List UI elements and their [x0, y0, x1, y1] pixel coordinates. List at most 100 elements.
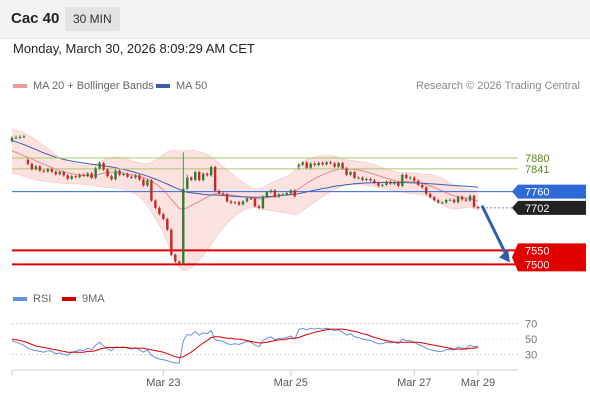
candle-body — [313, 163, 316, 165]
candle-body — [385, 181, 388, 185]
candle-body — [297, 164, 300, 167]
candle-body — [42, 170, 46, 172]
candle-body — [341, 163, 344, 169]
candle-body — [293, 190, 296, 197]
ma50-legend: MA 50 — [156, 80, 207, 92]
candle-body — [146, 180, 149, 186]
candle-body — [186, 177, 189, 189]
candle-body — [38, 166, 42, 171]
rsi-ma-legend: 9MA — [62, 293, 105, 305]
candle-body — [448, 199, 452, 201]
candle-body — [166, 219, 169, 230]
candle-body — [321, 162, 324, 165]
candle-body — [221, 193, 225, 195]
last-price-tag — [512, 200, 586, 215]
candle-body — [26, 159, 30, 164]
candle-body — [305, 162, 308, 168]
candle-body — [389, 181, 392, 184]
candle-body — [353, 172, 356, 178]
candle-body — [241, 201, 245, 205]
candle-body — [429, 193, 432, 198]
candle-body — [158, 207, 161, 214]
candle-body — [468, 195, 472, 201]
x-tick-label: Mar 25 — [274, 377, 308, 389]
candle-body — [213, 166, 217, 191]
ma50-line — [11, 140, 479, 198]
candle-body — [130, 176, 133, 178]
x-tick-label: Mar 23 — [146, 377, 180, 389]
candle-body — [253, 198, 257, 207]
candle-body — [460, 196, 464, 200]
candle-body — [22, 136, 26, 138]
candle-body — [217, 190, 221, 194]
candle-body — [98, 163, 101, 169]
candle-body — [476, 207, 480, 208]
timeframe-button[interactable]: 30 MIN — [65, 7, 120, 31]
candle-body — [90, 173, 93, 178]
candle-body — [333, 163, 336, 167]
candle-body — [265, 192, 269, 197]
candle-body — [401, 174, 404, 186]
forecast-arrow-head — [499, 249, 510, 263]
last-price-label: 7702 — [525, 203, 549, 215]
candle-body — [197, 172, 201, 181]
candle-body — [50, 169, 54, 172]
candle-body — [209, 166, 213, 176]
candle-body — [452, 199, 456, 203]
candle-body — [118, 170, 121, 175]
candle-body — [70, 176, 73, 179]
candle-body — [421, 184, 424, 188]
candle-body — [110, 176, 113, 180]
candle-body — [417, 180, 420, 185]
ma50-swatch — [156, 84, 170, 89]
candle-body — [409, 177, 412, 179]
candle-body — [82, 174, 85, 176]
candle-body — [425, 187, 428, 194]
candle-body — [440, 202, 444, 204]
candle-body — [277, 194, 281, 197]
candle-body — [361, 177, 364, 180]
bollinger-upper-line — [11, 128, 479, 192]
candle-body — [134, 175, 137, 178]
candle-body — [369, 179, 372, 181]
candle-body — [269, 190, 273, 193]
candle-body — [46, 169, 50, 172]
candle-body — [373, 180, 376, 183]
support-label-7500: 7500 — [525, 259, 549, 271]
candle-body — [114, 170, 117, 180]
candle-body — [365, 179, 368, 180]
candle-body — [273, 190, 277, 197]
candle-body — [285, 193, 289, 195]
candle-body — [154, 200, 157, 208]
pivot-label: 7760 — [525, 187, 549, 199]
candle-body — [309, 163, 312, 168]
resistance-label-7841: 7841 — [525, 164, 549, 176]
ma20-legend-label: MA 20 + Bollinger Bands — [33, 80, 154, 92]
candle-body — [456, 196, 460, 203]
candle-body — [106, 169, 109, 177]
candle-body — [34, 166, 38, 170]
x-tick-label: Mar 29 — [461, 377, 495, 389]
candle-body — [257, 206, 261, 209]
candle-body — [393, 182, 396, 184]
support-tag — [512, 243, 586, 272]
candle-body — [142, 179, 145, 186]
candle-body — [126, 173, 129, 177]
candle-body — [205, 173, 209, 176]
candle-body — [190, 177, 193, 180]
candle-body — [86, 173, 89, 176]
rsi-tick-50: 50 — [525, 334, 537, 346]
resistance-label-7880: 7880 — [525, 153, 549, 165]
x-tick-label: Mar 27 — [397, 377, 431, 389]
candle-body — [66, 175, 69, 179]
candle-body — [74, 176, 77, 178]
rsi-ma-line — [11, 328, 479, 359]
candle-body — [281, 194, 285, 196]
candle-body — [201, 173, 205, 181]
candle-body — [30, 163, 34, 170]
ma20-swatch — [13, 84, 27, 89]
candle-body — [225, 194, 229, 202]
candle-body — [405, 174, 408, 179]
candle-body — [436, 200, 440, 203]
candle-body — [194, 172, 197, 180]
